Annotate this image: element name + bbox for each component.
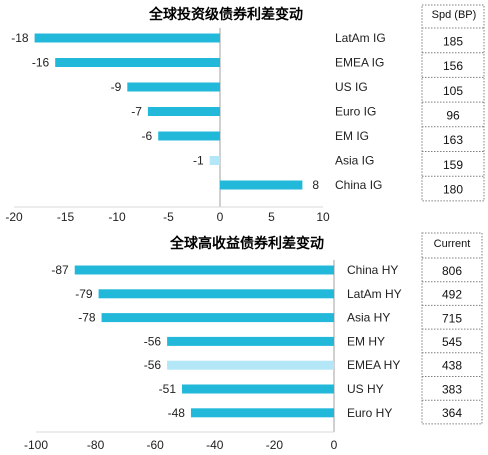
ig-table-cell: 163 <box>443 133 463 147</box>
ig-tick-label: -20 <box>5 210 23 224</box>
ig-spread-chart: 全球投资级债券利差变动 -18-16-9-7-6-18 LatAm IGEMEA… <box>5 6 385 224</box>
hy-table-header: Current <box>434 238 471 250</box>
hy-category-label: US HY <box>347 382 384 396</box>
ig-bar <box>127 82 220 92</box>
hy-table-cell: 806 <box>442 264 462 278</box>
ig-tick-label: 10 <box>316 210 330 224</box>
hy-bar <box>167 360 334 370</box>
hy-bar <box>101 313 334 323</box>
hy-category-label: EMEA HY <box>347 358 400 372</box>
ig-table-cell: 156 <box>443 59 463 73</box>
ig-category-label: LatAm IG <box>335 31 386 45</box>
hy-tick-label: -20 <box>266 438 284 452</box>
hy-tick-label: 0 <box>331 438 338 452</box>
hy-data-label: -56 <box>144 334 162 348</box>
hy-tick-label: -100 <box>24 438 48 452</box>
hy-table-cell: 715 <box>442 311 462 325</box>
hy-table-cell: 492 <box>442 288 462 302</box>
hy-data-label: -78 <box>78 311 96 325</box>
ig-data-label: -1 <box>193 154 204 168</box>
ig-category-label: EMEA IG <box>335 56 384 70</box>
ig-tick-label: -10 <box>108 210 126 224</box>
hy-category-label: LatAm HY <box>347 287 402 301</box>
ig-bar <box>147 107 220 116</box>
ig-bar <box>220 180 303 190</box>
ig-data-label: -7 <box>131 105 142 119</box>
hy-category-label: Euro HY <box>347 406 392 420</box>
ig-data-label: -16 <box>32 56 50 70</box>
hy-category-label: China HY <box>347 263 398 277</box>
ig-table-header: Spd (BP) <box>432 9 477 21</box>
ig-table-cell: 105 <box>443 84 463 98</box>
hy-bar <box>167 336 334 346</box>
hy-data-label: -87 <box>51 263 69 277</box>
ig-table-cell: 185 <box>443 34 463 48</box>
ig-category-label: US IG <box>335 80 368 94</box>
hy-spread-chart: 全球高收益债券利差变动 -87 -79 -78 -56 -56 -51 -48 China … <box>24 235 402 452</box>
hy-bar <box>182 384 334 394</box>
ig-bar <box>55 58 221 67</box>
hy-current-table: Current 806 492 715 545 438 383 364 <box>421 232 483 425</box>
ig-table-cell: 159 <box>443 158 463 172</box>
ig-category-label: Euro IG <box>335 105 376 119</box>
ig-table-cell: 180 <box>443 183 463 197</box>
ig-table-border <box>421 4 485 202</box>
ig-tick-label: 5 <box>268 210 275 224</box>
hy-bar <box>98 289 334 299</box>
ig-data-label: -6 <box>142 129 153 143</box>
ig-bar <box>209 156 220 165</box>
ig-category-label: EM IG <box>335 129 369 143</box>
ig-bar <box>158 131 220 141</box>
hy-table-cell: 545 <box>442 335 462 349</box>
hy-table-cell: 364 <box>442 406 462 420</box>
hy-data-label: -48 <box>168 406 186 420</box>
hy-data-label: -51 <box>159 382 177 396</box>
ig-data-label: -9 <box>111 80 122 94</box>
hy-table-cell: 438 <box>442 359 462 373</box>
ig-tick-label: 0 <box>217 210 224 224</box>
ig-data-label: 8 <box>312 178 319 192</box>
hy-bar <box>74 265 335 275</box>
ig-spread-table: Spd (BP) 185 156 105 96 163 159 180 <box>421 4 485 202</box>
hy-chart-title: 全球高收益债券利差变动 <box>169 235 324 252</box>
ig-chart-title: 全球投资级债券利差变动 <box>148 6 303 23</box>
hy-category-label: Asia HY <box>347 311 390 325</box>
ig-tick-label: -5 <box>163 210 174 224</box>
hy-tick-label: -60 <box>147 438 165 452</box>
ig-bar <box>34 33 220 43</box>
hy-category-label: EM HY <box>347 334 385 348</box>
hy-data-label: -56 <box>144 358 162 372</box>
hy-bar <box>190 408 334 418</box>
hy-table-cell: 383 <box>442 382 462 396</box>
ig-category-label: China IG <box>335 178 382 192</box>
hy-tick-label: -40 <box>206 438 224 452</box>
ig-tick-label: -15 <box>57 210 75 224</box>
ig-category-label: Asia IG <box>335 154 374 168</box>
ig-table-cell: 96 <box>446 108 460 122</box>
hy-table-border <box>421 232 483 425</box>
hy-data-label: -79 <box>75 287 93 301</box>
hy-tick-label: -80 <box>87 438 105 452</box>
ig-data-label: -18 <box>11 31 29 45</box>
